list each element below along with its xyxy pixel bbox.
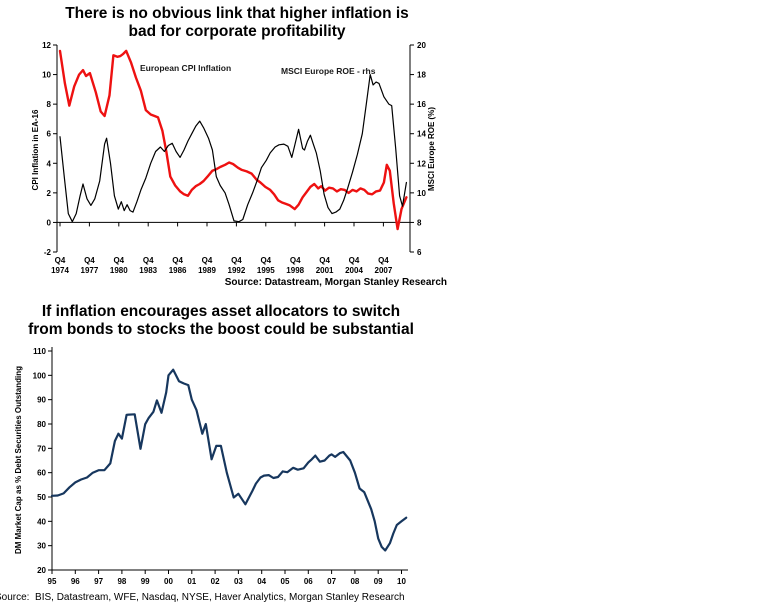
top-x-tick-label-q: Q4 <box>349 256 360 265</box>
top-right-tick-label: 16 <box>417 100 426 109</box>
bottom-x-tick-label: 03 <box>234 577 243 586</box>
top-right-tick-label: 20 <box>417 41 426 50</box>
top-x-tick-label-q: Q4 <box>84 256 95 265</box>
msci-europe-roe-rhs-series-label: MSCI Europe ROE - rhs <box>281 66 376 76</box>
top-x-tick-label-q: Q4 <box>290 256 301 265</box>
top-x-tick-label-q: Q4 <box>55 256 66 265</box>
bottom-y-axis-title: DM Market Cap as % Debt Securities Outst… <box>14 366 23 554</box>
top-x-tick-label-year: 1995 <box>257 266 275 275</box>
bottom-x-tick-label: 07 <box>327 577 336 586</box>
top-chart-title-line2: bad for corporate profitability <box>128 22 346 40</box>
dm-market-cap-as-debt-securities-outstanding-line <box>50 368 408 552</box>
top-right-tick-label: 8 <box>417 218 422 227</box>
top-x-tick-label-q: Q4 <box>231 256 242 265</box>
bottom-x-tick-label: 00 <box>164 577 173 586</box>
top-left-tick-label: 8 <box>47 100 52 109</box>
top-x-tick-label-q: Q4 <box>143 256 154 265</box>
european-cpi-inflation-series-label: European CPI Inflation <box>140 63 231 73</box>
bottom-y-tick-label: 20 <box>37 566 46 575</box>
top-x-tick-label-q: Q4 <box>172 256 183 265</box>
top-x-tick-label-year: 2004 <box>345 266 363 275</box>
top-x-tick-label-year: 1989 <box>198 266 216 275</box>
top-left-tick-label: 10 <box>42 71 51 80</box>
bottom-x-tick-label: 10 <box>397 577 406 586</box>
bottom-x-tick-label: 01 <box>187 577 196 586</box>
bottom-x-tick-label: 99 <box>141 577 150 586</box>
top-left-tick-label: 4 <box>47 159 52 168</box>
bottom-y-tick-label: 30 <box>37 542 46 551</box>
bottom-y-tick-label: 90 <box>37 396 46 405</box>
msci-europe-roe-rhs-line <box>59 73 407 223</box>
top-left-axis-title: CPI Inflation in EA-16 <box>31 109 40 190</box>
top-x-tick-label-year: 2001 <box>316 266 334 275</box>
bottom-y-tick-label: 60 <box>37 469 46 478</box>
top-right-tick-label: 12 <box>417 159 426 168</box>
bottom-y-tick-label: 40 <box>37 517 46 526</box>
top-x-tick-label-q: Q4 <box>319 256 330 265</box>
top-right-tick-label: 6 <box>417 248 422 257</box>
bottom-x-tick-label: 08 <box>350 577 359 586</box>
bottom-y-tick-label: 80 <box>37 420 46 429</box>
top-left-tick-label: 12 <box>42 41 51 50</box>
bottom-x-tick-label: 98 <box>117 577 126 586</box>
top-x-tick-label-year: 1998 <box>286 266 304 275</box>
top-x-tick-label-year: 1974 <box>51 266 69 275</box>
top-right-tick-label: 18 <box>417 71 426 80</box>
bottom-x-tick-label: 96 <box>71 577 80 586</box>
european-cpi-inflation-line <box>58 49 408 231</box>
bottom-chart-source: Source: BIS, Datastream, WFE, Nasdaq, NY… <box>0 592 405 603</box>
bottom-x-tick-label: 05 <box>281 577 290 586</box>
top-right-axis-title: MSCI Europe ROE (%) <box>427 107 436 191</box>
top-left-tick-label: 0 <box>47 218 52 227</box>
top-x-tick-label-year: 2007 <box>375 266 393 275</box>
bottom-chart-title-line2: from bonds to stocks the boost could be … <box>28 320 414 338</box>
top-chart-title: There is no obvious link that higher inf… <box>0 5 474 40</box>
bottom-x-tick-label: 09 <box>374 577 383 586</box>
bottom-y-tick-label: 50 <box>37 493 46 502</box>
top-right-tick-label: 10 <box>417 189 426 198</box>
top-x-tick-label-q: Q4 <box>202 256 213 265</box>
bottom-y-tick-label: 100 <box>33 371 47 380</box>
top-right-tick-label: 14 <box>417 130 426 139</box>
bottom-x-tick-label: 04 <box>257 577 266 586</box>
top-x-tick-label-q: Q4 <box>378 256 389 265</box>
top-x-tick-label-year: 1992 <box>228 266 246 275</box>
bottom-chart-title: If inflation encourages asset allocators… <box>0 303 442 338</box>
bottom-x-tick-label: 97 <box>94 577 103 586</box>
top-x-tick-label-year: 1980 <box>110 266 128 275</box>
top-chart-title-line1: There is no obvious link that higher inf… <box>65 5 409 22</box>
top-x-tick-label-year: 1983 <box>139 266 157 275</box>
bottom-x-tick-label: 06 <box>304 577 313 586</box>
bottom-x-tick-label: 95 <box>48 577 57 586</box>
bottom-y-tick-label: 70 <box>37 444 46 453</box>
top-x-tick-label-q: Q4 <box>260 256 271 265</box>
top-x-tick-label-year: 1977 <box>81 266 99 275</box>
top-x-tick-label-year: 1986 <box>169 266 187 275</box>
top-x-tick-label-q: Q4 <box>113 256 124 265</box>
top-left-tick-label: 2 <box>47 189 52 198</box>
top-left-tick-label: -2 <box>44 248 52 257</box>
bottom-y-tick-label: 110 <box>33 347 46 356</box>
bottom-chart-title-line1: If inflation encourages asset allocators… <box>41 303 401 320</box>
bottom-x-tick-label: 02 <box>211 577 220 586</box>
top-chart-source: Source: Datastream, Morgan Stanley Resea… <box>224 277 447 288</box>
top-left-tick-label: 6 <box>47 130 52 139</box>
